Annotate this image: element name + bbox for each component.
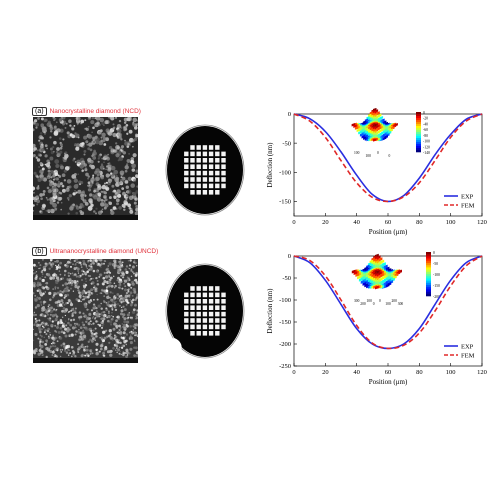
sem-grain-texture [33,117,138,216]
x-tick-label: 80 [416,369,423,376]
uncd-deflection-chart: 0 20 40 60 80 100 120 0 -50 -100 -150 -200 -250 Posit… [266,251,487,386]
ncd-sem-micrograph [33,117,138,220]
x-tick-label: 60 [385,219,392,226]
x-tick-label: 0 [292,219,295,226]
colorbar-tick-label: -100 [433,273,440,277]
wafer-notch [172,337,182,354]
y-tick-label: -100 [279,169,291,176]
inset-axis-tick-label: 200 [392,299,398,303]
x-tick-label: 60 [385,369,392,376]
colorbar-tick-label: -50 [433,262,438,266]
y-tick-label: -50 [282,140,291,147]
x-tick-label: 0 [292,369,295,376]
x-tick-label: 20 [322,219,329,226]
y-tick-label: -150 [279,199,291,206]
x-tick-label: 120 [477,219,487,226]
inset-axis-tick-label: 100 [385,302,391,306]
x-tick-label: 120 [477,369,487,376]
inset-axis-tick-label: 300 [398,302,404,306]
x-axis-label: Position (μm) [369,378,408,386]
legend-label: FEM [461,202,475,209]
colorbar-tick-label: -80 [423,134,428,138]
inset-surface-plot: 100 100 0 0 [351,108,398,158]
colorbar-tick-label: 0 [423,111,425,115]
inset-axis-tick-label: 0 [379,299,381,303]
inset-axis-tick-label: 0 [373,302,375,306]
x-tick-label: 40 [353,219,360,226]
ncd-deflection-chart: 0 20 40 60 80 100 120 0 -50 -100 -150 Position (μm)… [266,108,487,236]
x-tick-label: 100 [446,369,456,376]
x-tick-label: 20 [322,369,329,376]
chart-legend: EXP FEM [444,193,475,209]
colorbar-tick-label: -40 [423,122,428,126]
colorbar-tick-label: -150 [433,284,440,288]
legend-label: EXP [461,343,474,350]
membrane-grid [184,286,226,336]
panel-b-title: Ultrananocrystalline diamond (UNCD) [49,248,159,255]
panel-b-label: (b) Ultrananocrystalline diamond (UNCD) [32,246,158,256]
colorbar-tick-label: -20 [423,117,428,121]
y-tick-label: -150 [279,319,291,326]
x-tick-label: 80 [416,219,423,226]
wafer-rim [165,124,245,216]
colorbar-tick-label: -140 [423,151,430,155]
inset-colorbar: 0 -50 -100 -150 -200 [426,251,440,299]
sem-grain-texture [33,259,138,359]
legend-label: EXP [461,193,474,200]
colorbar-tick-label: -60 [423,128,428,132]
y-tick-label: 0 [288,253,291,260]
x-tick-label: 40 [353,369,360,376]
uncd-membrane-array-image [165,263,245,359]
inset-colorbar: 0 -20-40 -60 -80 -100-120 -140 [416,111,430,155]
legend-label: FEM [461,352,475,359]
panel-a-title: Nanocrystalline diamond (NCD) [49,108,141,115]
x-tick-label: 100 [446,219,456,226]
uncd-sem-micrograph [33,259,138,363]
colorbar-tick-label: -200 [433,295,440,299]
y-axis-label: Deflection (nm) [266,142,274,188]
series-line-fem [293,113,483,203]
inset-axis-tick-label: 100 [354,151,360,155]
y-tick-label: 0 [288,111,291,118]
panel-b-tag: (b) [32,247,47,256]
sem-info-bar [33,215,138,220]
wafer-rim [165,263,245,359]
sem-info-bar [33,358,138,363]
y-tick-label: -200 [279,341,291,348]
x-axis-label: Position (μm) [369,228,408,236]
colorbar-tick-label: 0 [433,251,435,255]
chart-legend: EXP FEM [444,343,475,359]
panel-a-label: (a) Nanocrystalline diamond (NCD) [32,106,141,116]
inset-axis-tick-label: 0 [377,151,379,155]
colorbar-tick-label: -120 [423,145,430,149]
inset-axis-tick-label: 100 [366,154,372,158]
colorbar-tick-label: -100 [423,140,430,144]
y-tick-label: -100 [279,297,291,304]
y-tick-label: -250 [279,363,291,370]
series-line-fem [293,255,483,350]
inset-axis-tick-label: 100 [367,299,373,303]
wafer-body [167,126,243,214]
wafer-body [167,265,243,357]
inset-axis-tick-label: 300 [354,299,360,303]
inset-axis-tick-label: 200 [360,302,366,306]
inset-axis-tick-label: 0 [389,154,391,158]
y-tick-label: -50 [282,275,291,282]
ncd-membrane-array-image [165,124,245,216]
membrane-grid [184,145,226,195]
panel-a-tag: (a) [32,107,47,116]
y-axis-label: Deflection (nm) [266,288,274,334]
